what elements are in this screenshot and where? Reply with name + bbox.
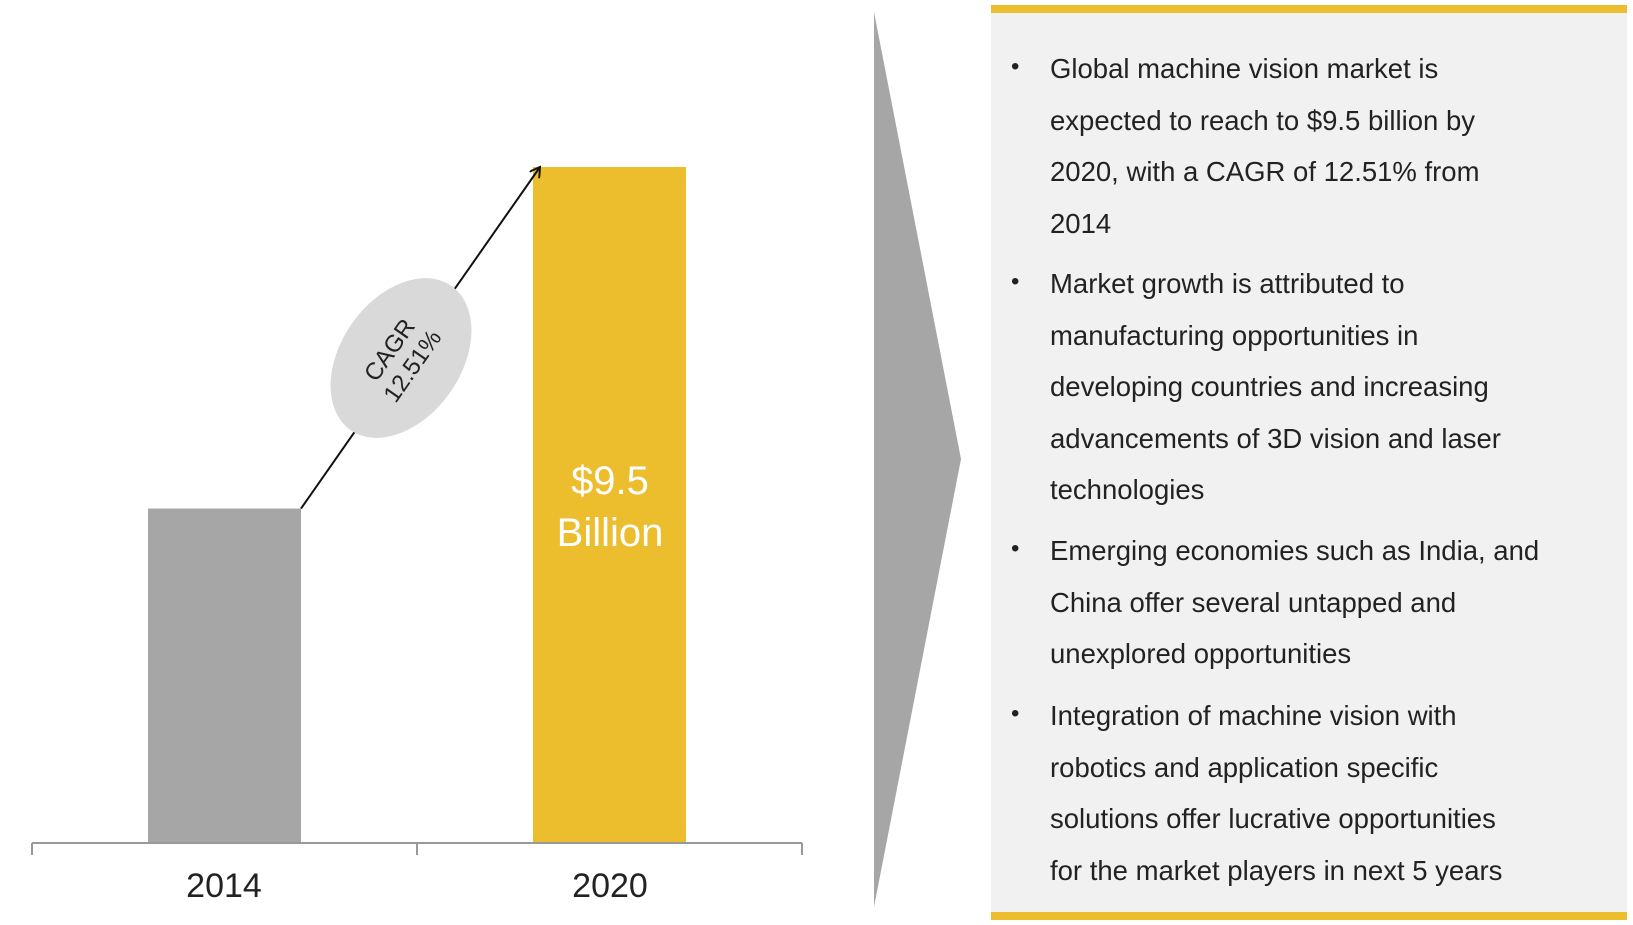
chevron-arrow-shape [874, 12, 961, 907]
bullet-text-line: 2020, with a CAGR of 12.51% from [1050, 156, 1480, 187]
bullet-dot-icon: • [1011, 53, 1020, 80]
bullet-text-line: advancements of 3D vision and laser [1050, 422, 1501, 454]
bullet-text-line: unexplored opportunities [1050, 638, 1352, 669]
panel-bottom-border [991, 912, 1627, 920]
bullet-text-line: manufacturing opportunities in [1050, 319, 1419, 351]
x-tick-label-2020: 2020 [572, 867, 648, 905]
bullet-text-line: 2014 [1050, 207, 1112, 239]
bullet-text-line: solutions offer lucrative opportunities [1050, 803, 1496, 834]
bullet-text-line: robotics and application specific [1050, 751, 1439, 783]
x-tick-label-2014: 2014 [186, 867, 262, 905]
bullet-text-line: China offer several untapped and [1050, 586, 1457, 618]
bullet-text-line: expected to reach to $9.5 billion by [1050, 104, 1476, 136]
bullet-text-line: Market growth is attributed to [1050, 268, 1405, 299]
bullet-dot-icon: • [1011, 268, 1020, 295]
bullet-dot-icon: • [1011, 700, 1020, 727]
bullet-text-line: Integration of machine vision with [1050, 700, 1457, 731]
bar-chart: 2014 2020 CAGR 12.51% $9.5 Billion [31, 12, 961, 907]
bar-value-label-line1: $9.5 [571, 459, 649, 503]
key-points-panel: • Global machine vision market is expected… [991, 5, 1627, 920]
bar-2020 [533, 167, 686, 843]
bar-2014 [148, 508, 301, 843]
panel-top-border [991, 5, 1627, 13]
bullet-text-line: developing countries and increasing [1050, 371, 1489, 402]
cagr-ellipse: CAGR 12.51% [330, 278, 472, 438]
bullet-text-line: Emerging economies such as India, and [1050, 535, 1540, 566]
bullet-dot-icon: • [1011, 535, 1020, 562]
bullet-text-line: Global machine vision market is [1050, 53, 1439, 84]
bar-value-label-line2: Billion [557, 511, 664, 555]
bullet-text-line: technologies [1050, 474, 1205, 505]
bullet-text-line: for the market players in next 5 years [1050, 854, 1503, 886]
